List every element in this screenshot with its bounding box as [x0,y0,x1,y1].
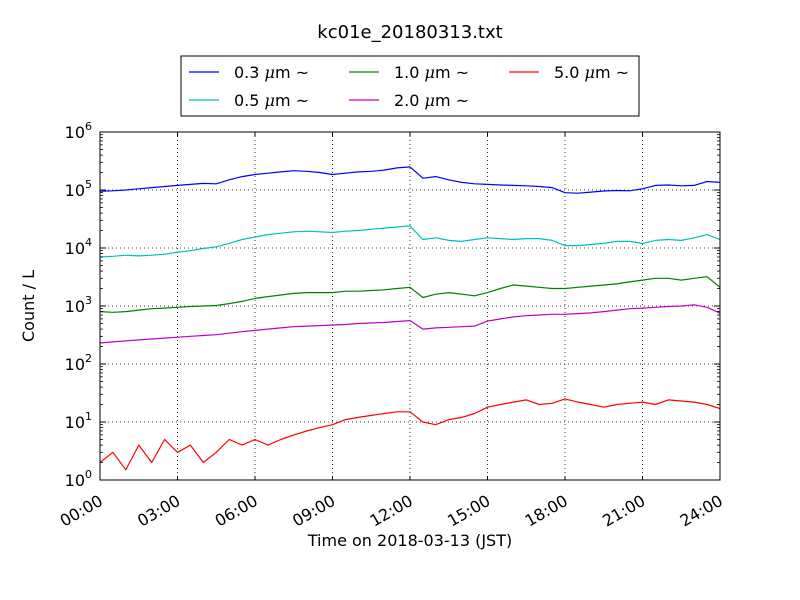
x-tick-label: 21:00 [599,491,648,531]
x-tick-label: 00:00 [57,491,106,531]
legend: 0.3 μm ~ 0.5 μm ~ 1.0 μm ~ 2.0 μm ~ 5.0 μm ~ [180,55,640,117]
y-axis-label: Count / L [19,270,38,342]
legend-label: 2.0 μm ~ [394,91,469,110]
series-group [99,166,721,471]
x-tick-label: 24:00 [677,491,726,531]
series-line-1.0 [99,276,721,313]
x-axis: 00:00 03:00 06:00 09:00 12:00 15:00 18:00 21:00… [57,132,726,531]
x-tick-label: 12:00 [367,491,416,531]
y-tick-label: 106 [65,120,92,142]
y-axis: 100 101 102 103 104 105 106 [65,120,720,490]
y-tick-label: 102 [65,352,92,374]
legend-label: 5.0 μm ~ [554,63,629,82]
legend-box [180,55,640,117]
x-tick-label: 15:00 [444,491,493,531]
legend-label: 1.0 μm ~ [394,63,469,82]
series-line-5.0 [99,398,721,471]
legend-label: 0.3 μm ~ [234,63,309,82]
y-tick-label: 101 [65,410,92,432]
x-tick-label: 09:00 [289,491,338,531]
x-axis-label: Time on 2018-03-13 (JST) [307,531,512,550]
y-tick-label: 104 [65,236,92,258]
x-tick-label: 18:00 [522,491,571,531]
y-tick-label: 100 [65,468,92,490]
series-line-0.5 [99,225,721,258]
chart-title: kc01e_20180313.txt [317,22,502,43]
x-tick-label: 03:00 [134,491,183,531]
y-tick-label: 103 [65,294,92,316]
legend-label: 0.5 μm ~ [234,91,309,110]
series-line-0.3 [99,166,721,194]
x-tick-label: 06:00 [212,491,261,531]
series-line-2.0 [99,304,721,344]
y-tick-label: 105 [65,178,92,200]
